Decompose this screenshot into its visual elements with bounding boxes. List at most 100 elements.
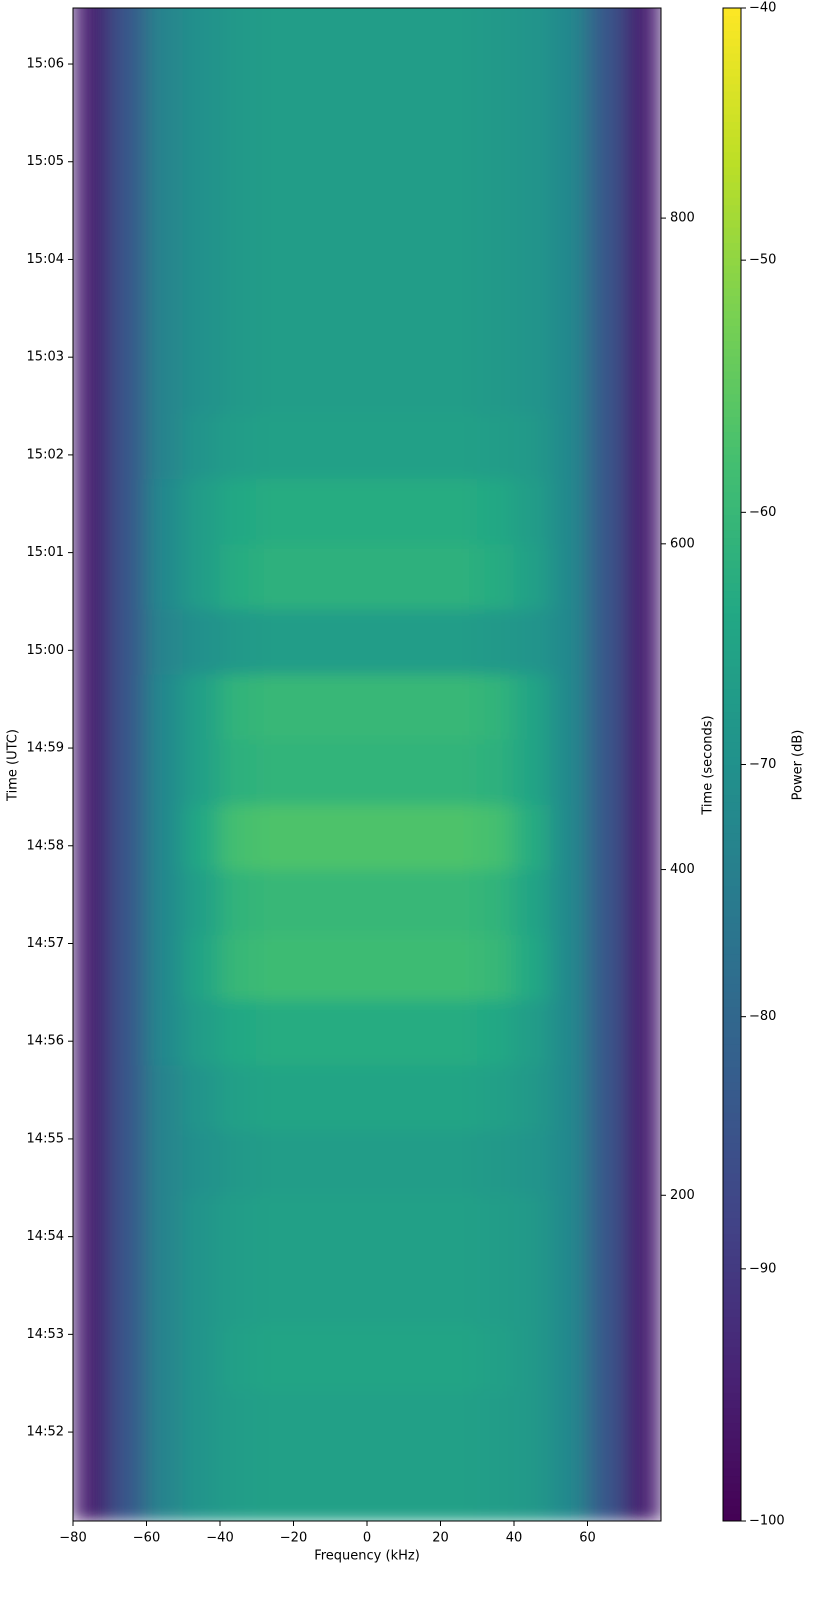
heatmap-cell (219, 1194, 258, 1261)
heatmap-cell (366, 738, 405, 805)
heatmap-cell (329, 152, 368, 219)
colorbar-step (723, 1338, 741, 1348)
heatmap-cell (73, 869, 111, 936)
colorbar-step (723, 476, 741, 486)
heatmap-cell (182, 1194, 221, 1261)
heatmap-cell (73, 803, 111, 871)
colorbar-step (723, 1059, 741, 1068)
heatmap-cell (256, 478, 294, 545)
heatmap-cell (293, 282, 331, 349)
heatmap-cell (73, 1325, 111, 1392)
colorbar-step (723, 567, 741, 576)
heatmap-cell (256, 738, 294, 805)
heatmap-cell (293, 87, 331, 154)
colorbar-step (723, 862, 741, 871)
heatmap-cell (403, 1325, 441, 1392)
x-tick-label: −20 (280, 1531, 307, 1546)
heatmap-cell (73, 1194, 111, 1261)
colorbar-step (723, 1157, 741, 1166)
heatmap-cell (109, 738, 147, 805)
colorbar-step (723, 491, 741, 501)
heatmap-cell (182, 673, 221, 740)
heatmap-cell (109, 1259, 147, 1327)
heatmap-cell (513, 347, 552, 415)
heatmap-cell (403, 22, 441, 89)
x-tick-label: 40 (506, 1531, 523, 1546)
heatmap-cell (329, 478, 368, 545)
heatmap-cell (403, 543, 441, 610)
heatmap-cell (587, 803, 625, 871)
heatmap-cell (366, 1325, 405, 1392)
heatmap-cell (587, 413, 625, 480)
colorbar-step (723, 506, 741, 516)
colorbar-step (723, 695, 741, 705)
heatmap-cell (293, 1194, 331, 1261)
heatmap-cell (623, 1455, 661, 1521)
heatmap-cell (587, 1129, 625, 1196)
heatmap-cell (293, 1064, 331, 1131)
heatmap-cell (366, 1129, 405, 1196)
y-tick-label: 15:01 (27, 545, 64, 560)
y-tick-label: 15:02 (27, 447, 64, 462)
colorbar-step (723, 839, 741, 849)
heatmap-cell (293, 673, 331, 740)
heatmap-cell (587, 543, 625, 610)
heatmap-cell (366, 1455, 405, 1521)
heatmap (73, 8, 661, 1521)
heatmap-cell (587, 869, 625, 936)
heatmap-cell (182, 543, 221, 610)
heatmap-cell (366, 1259, 405, 1327)
heatmap-cell (182, 478, 221, 545)
colorbar-step (723, 574, 741, 584)
heatmap-cell (403, 673, 441, 740)
heatmap-cell (182, 22, 221, 89)
colorbar-tick-label: −80 (749, 1009, 776, 1024)
heatmap-cell (587, 1455, 625, 1521)
heatmap-cell (293, 1390, 331, 1457)
heatmap-cell (623, 738, 661, 805)
heatmap-cell (146, 87, 184, 154)
heatmap-cell (440, 543, 478, 610)
colorbar-step (723, 120, 741, 130)
heatmap-cell (73, 673, 111, 740)
colorbar-step (723, 363, 741, 372)
colorbar-step (723, 1475, 741, 1484)
colorbar-step (723, 52, 741, 62)
colorbar-step (723, 1074, 741, 1083)
colorbar-label: Power (dB) (791, 730, 806, 801)
colorbar-step (723, 90, 741, 100)
colorbar-step (723, 748, 741, 758)
colorbar-step (723, 1210, 741, 1219)
heatmap-cell (293, 608, 331, 675)
heatmap-cell (219, 803, 258, 871)
colorbar-step (723, 1036, 741, 1045)
heatmap-cell (623, 1064, 661, 1131)
colorbar-step (723, 983, 741, 992)
colorbar-step (723, 612, 741, 622)
heatmap-cell (476, 543, 515, 610)
heatmap-cell (550, 999, 588, 1066)
heatmap-cell (182, 152, 221, 219)
heatmap-cell (476, 8, 515, 24)
colorbar-step (723, 1111, 741, 1121)
heatmap-cell (219, 738, 258, 805)
colorbar-step (723, 1187, 741, 1197)
heatmap-cell (623, 543, 661, 610)
colorbar-step (723, 1081, 741, 1091)
heatmap-cell (587, 217, 625, 284)
heatmap-cell (329, 608, 368, 675)
colorbar-step (723, 990, 741, 1000)
heatmap-cell (73, 608, 111, 675)
heatmap-cell (109, 1455, 147, 1521)
colorbar-step (723, 1180, 741, 1189)
heatmap-cell (403, 8, 441, 24)
heatmap-cell (329, 1390, 368, 1457)
colorbar-step (723, 378, 741, 387)
heatmap-cell (329, 282, 368, 349)
colorbar-step (723, 960, 741, 970)
colorbar-step (723, 809, 741, 818)
heatmap-cell (256, 1455, 294, 1521)
heatmap-cell (476, 217, 515, 284)
heatmap-cell (550, 803, 588, 871)
colorbar-tick-label: −40 (749, 1, 776, 16)
